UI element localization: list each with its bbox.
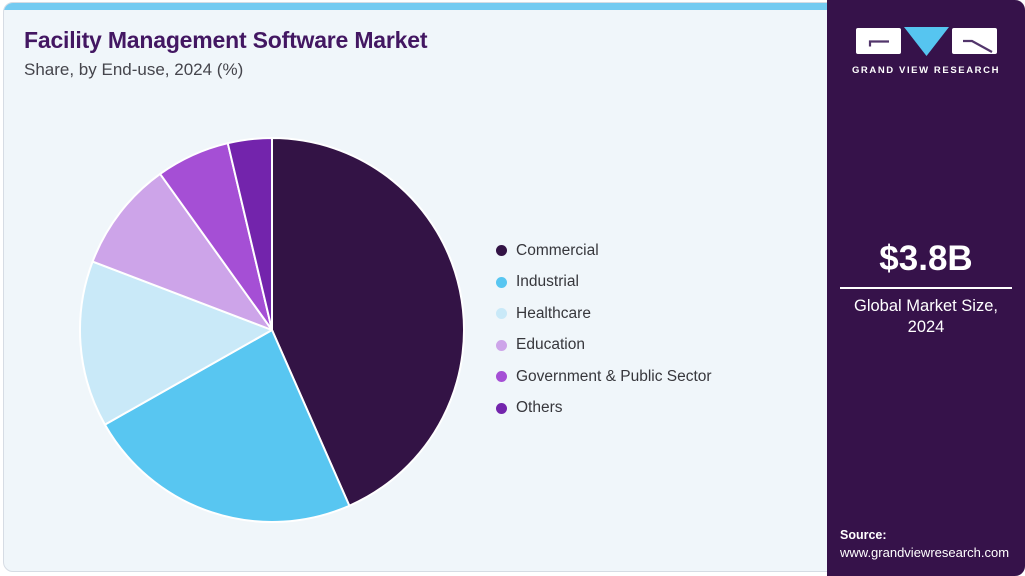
- pie-slice-education: [91, 172, 273, 331]
- legend-item: Industrial: [496, 272, 712, 293]
- source-block: Source: www.grandviewresearch.com: [840, 528, 1009, 560]
- legend-item: Healthcare: [496, 303, 712, 324]
- logo-g-icon: [855, 28, 901, 54]
- legend: Commercial Industrial Healthcare Education G…: [496, 240, 712, 419]
- brand-name: GRAND VIEW RESEARCH: [851, 65, 1001, 76]
- legend-label: Government & Public Sector: [516, 367, 712, 385]
- page-subtitle: Share, by End-use, 2024 (%): [24, 60, 244, 80]
- legend-label: Healthcare: [516, 304, 591, 322]
- legend-label: Industrial: [516, 273, 579, 290]
- logo-v-icon: [903, 26, 949, 56]
- logo-r-icon: [951, 28, 997, 54]
- legend-bullet-icon: [496, 339, 507, 351]
- legend-item: Others: [496, 398, 712, 419]
- legend-bullet-icon: [496, 308, 507, 319]
- legend-item: Commercial: [496, 240, 712, 261]
- legend-bullet-icon: [496, 276, 507, 288]
- legend-bullet-icon: [496, 402, 507, 414]
- pie-slice-others: [226, 137, 273, 331]
- sidebar: GRAND VIEW RESEARCH $3.8B Global Market …: [827, 0, 1025, 576]
- pie-slice-healthcare: [79, 260, 273, 426]
- pie-slice-industrial: [103, 329, 351, 524]
- pie-chart: [79, 137, 465, 524]
- source-label: Source:: [840, 528, 887, 542]
- legend-label: Commercial: [516, 241, 599, 259]
- gvr-logo-shapes: [855, 26, 997, 56]
- legend-bullet-icon: [496, 371, 507, 382]
- gvr-logo: GRAND VIEW RESEARCH: [827, 26, 1025, 76]
- legend-label: Education: [516, 336, 585, 353]
- market-size-label: Global Market Size, 2024: [854, 296, 998, 336]
- legend-item: Government & Public Sector: [496, 366, 712, 387]
- page-title: Facility Management Software Market: [24, 27, 428, 53]
- header: Facility Management Software Market Shar…: [24, 27, 427, 80]
- legend-label: Others: [516, 399, 563, 416]
- market-size-block: $3.8B Global Market Size, 2024: [827, 239, 1025, 338]
- market-size-value: $3.8B: [879, 239, 973, 278]
- legend-bullet-icon: [496, 245, 507, 256]
- accent-strip: [4, 3, 1021, 10]
- pie-slice-commercial: [271, 137, 465, 507]
- source-url: www.grandviewresearch.com: [840, 545, 1010, 560]
- legend-item: Education: [496, 335, 712, 356]
- divider-line: [840, 286, 1012, 289]
